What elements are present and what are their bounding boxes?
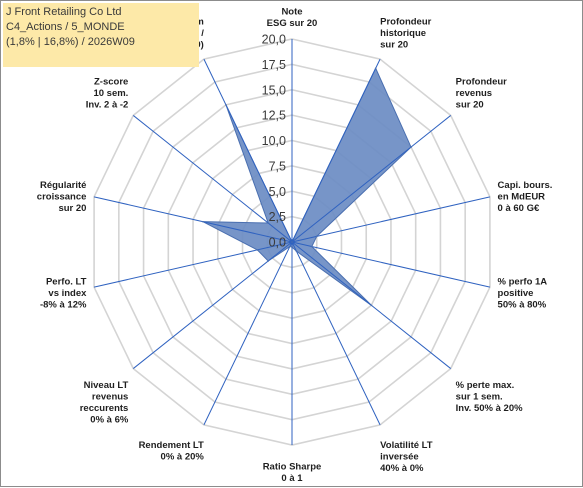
axis-spoke: [132, 241, 293, 369]
axis-label: Capi. bours. en MdEUR 0 à 60 G€: [498, 180, 553, 214]
axis-label: Rendement LT 0% à 20%: [139, 440, 205, 463]
axis-label: % perfo 1A positive 50% à 80%: [498, 277, 548, 311]
axis-spoke: [291, 241, 381, 426]
tick-label: 0,0: [269, 236, 286, 250]
axis-spoke: [291, 115, 452, 243]
axis-label: Volatilité LT inversée 40% à 0%: [380, 440, 433, 474]
axis-label: Profondeur revenus sur 20: [456, 77, 507, 111]
title-range-week: (1,8% | 16,8%) / 2026W09: [6, 36, 135, 48]
tick-label: 7,5: [269, 159, 286, 173]
axis-spoke: [291, 241, 491, 288]
tick-label: 15,0: [262, 83, 286, 97]
title-company: J Front Retailing Co Ltd: [6, 6, 122, 18]
axis-label: Z-score 10 sem. Inv. 2 à -2: [86, 77, 129, 111]
data-point: [315, 235, 318, 238]
axis-spoke: [291, 58, 381, 243]
axis-label: Niveau LT revenus reccurents 0% à 6%: [80, 380, 129, 426]
data-point: [291, 241, 293, 243]
axis-spoke: [93, 196, 293, 243]
data-point: [256, 249, 259, 251]
data-point: [410, 146, 412, 148]
axis-spoke: [203, 241, 293, 426]
data-point: [267, 260, 269, 262]
axis-label: Ratio Sharpe 0 à 1: [263, 462, 322, 485]
axis-spoke: [93, 241, 293, 288]
data-point: [291, 246, 293, 248]
data-point: [225, 104, 227, 106]
data-point: [374, 67, 377, 70]
tick-label: 10,0: [262, 134, 286, 148]
series-area: [202, 67, 412, 306]
axis-spoke: [203, 58, 293, 243]
tick-label: 2,5: [269, 210, 286, 224]
data-point: [288, 245, 291, 248]
axis-label: Perfo. LT vs index -8% à 12%: [40, 277, 87, 311]
data-point: [267, 222, 269, 224]
data-point: [370, 304, 373, 307]
chart-title-box: J Front Retailing Co Ltd C4_Actions / 5_…: [3, 3, 199, 67]
tick-label: 20,0: [262, 33, 286, 47]
axis-label: % perte max. sur 1 sem. Inv. 50% à 20%: [456, 380, 523, 414]
tick-label: 5,0: [269, 185, 286, 199]
data-point: [202, 220, 204, 223]
axis-label: Régularité croissance sur 20: [37, 180, 87, 214]
axis-label: Profondeur historique sur 20: [380, 16, 431, 50]
axis-spoke: [132, 115, 293, 243]
title-portfolio: C4_Actions / 5_MONDE: [6, 21, 125, 33]
data-point: [295, 250, 298, 252]
axis-label: Note ESG sur 20: [267, 7, 318, 30]
data-point: [310, 245, 313, 248]
axis-spoke: [291, 196, 491, 243]
tick-label: 12,5: [262, 109, 286, 123]
tick-label: 17,5: [262, 58, 286, 72]
